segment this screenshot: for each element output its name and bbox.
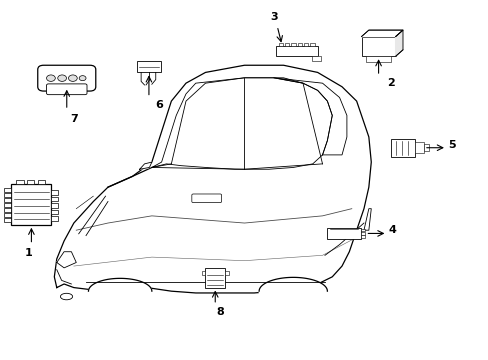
Bar <box>278 42 283 45</box>
Bar <box>3 219 11 222</box>
Text: 2: 2 <box>386 78 394 88</box>
Bar <box>327 228 360 239</box>
Bar <box>224 271 228 275</box>
Bar <box>16 180 23 184</box>
Text: 1: 1 <box>25 248 33 258</box>
Bar <box>304 42 308 45</box>
Bar <box>3 198 11 202</box>
Bar <box>291 42 295 45</box>
Polygon shape <box>361 30 402 37</box>
Ellipse shape <box>61 293 73 300</box>
Text: 6: 6 <box>155 100 163 111</box>
Text: 4: 4 <box>388 225 396 235</box>
Bar <box>360 235 365 238</box>
Bar <box>423 144 428 151</box>
Polygon shape <box>152 78 331 169</box>
Bar <box>3 203 11 207</box>
Bar <box>3 193 11 197</box>
Bar <box>51 210 58 214</box>
Text: 8: 8 <box>216 307 224 317</box>
FancyBboxPatch shape <box>191 194 221 203</box>
Bar <box>366 56 390 62</box>
Bar <box>311 56 320 60</box>
Bar <box>51 203 58 208</box>
Circle shape <box>58 75 66 81</box>
Bar <box>390 139 414 157</box>
Bar <box>27 180 34 184</box>
Bar <box>201 271 205 275</box>
Bar <box>276 45 317 56</box>
Bar <box>51 197 58 201</box>
Circle shape <box>68 75 77 81</box>
Polygon shape <box>57 252 76 268</box>
Bar <box>310 42 314 45</box>
Bar <box>137 61 160 72</box>
Bar <box>11 184 51 225</box>
Polygon shape <box>54 65 370 293</box>
Polygon shape <box>140 162 152 169</box>
Circle shape <box>79 76 86 81</box>
Bar <box>51 216 58 221</box>
Bar <box>285 42 289 45</box>
FancyBboxPatch shape <box>38 65 96 91</box>
Text: 7: 7 <box>70 114 78 123</box>
Bar <box>51 190 58 195</box>
Polygon shape <box>259 277 327 305</box>
Polygon shape <box>395 30 402 56</box>
Bar <box>3 213 11 217</box>
Text: 3: 3 <box>269 12 277 22</box>
Polygon shape <box>88 278 152 304</box>
Bar <box>3 208 11 212</box>
Polygon shape <box>273 78 346 155</box>
Circle shape <box>46 75 55 81</box>
Bar <box>361 37 395 56</box>
Bar <box>360 232 365 234</box>
Bar <box>360 229 365 231</box>
Bar <box>205 268 224 288</box>
Bar <box>3 188 11 192</box>
FancyBboxPatch shape <box>46 84 87 95</box>
Bar <box>38 180 45 184</box>
Text: 5: 5 <box>447 140 455 150</box>
Bar <box>414 142 423 153</box>
Bar <box>297 42 302 45</box>
